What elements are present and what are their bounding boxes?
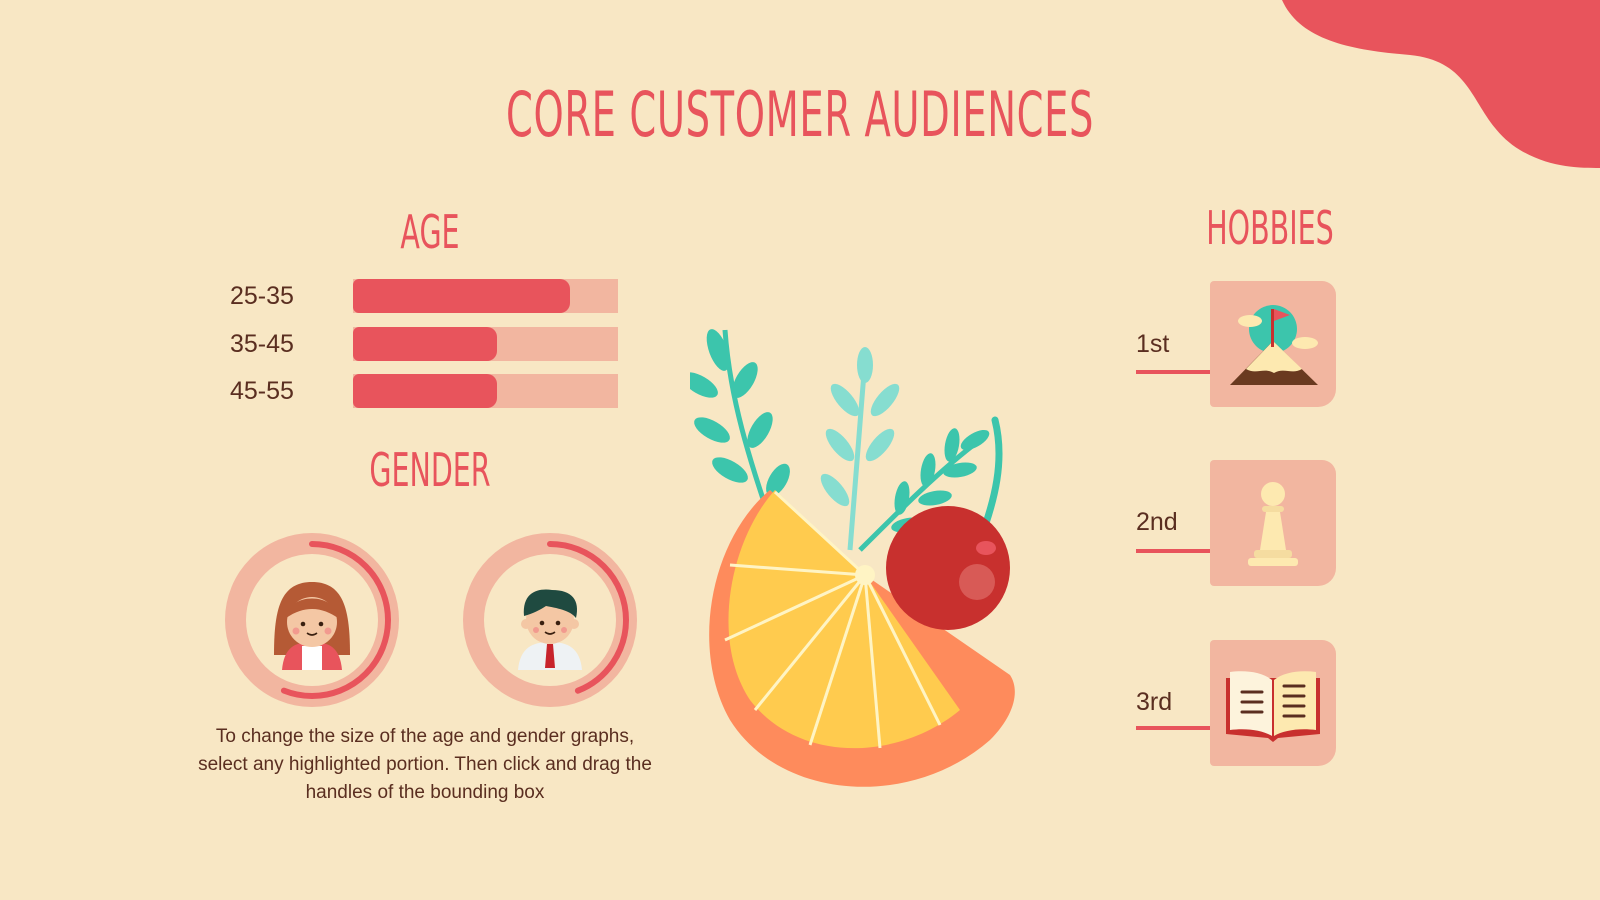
male-gauge	[463, 533, 637, 707]
age-bar-track[interactable]	[353, 279, 618, 313]
hobby-rank-label: 1st	[1136, 330, 1170, 358]
corner-blob-decoration	[1282, 0, 1600, 168]
age-bar-fill[interactable]	[353, 279, 571, 313]
open-book-icon	[1226, 671, 1320, 742]
age-bar-track[interactable]	[353, 374, 618, 408]
age-row-label: 25-35	[230, 282, 294, 310]
woman-avatar-icon	[274, 582, 350, 670]
man-avatar-icon	[518, 589, 582, 670]
hobby-card[interactable]	[1210, 460, 1336, 586]
male-gauge-arc[interactable]	[471, 541, 629, 699]
orange-cherry-illustration	[690, 329, 1015, 787]
age-heading: AGE	[400, 205, 460, 259]
cherry-icon	[886, 506, 1010, 630]
age-bar-fill[interactable]	[353, 374, 498, 408]
page-title: CORE CUSTOMER AUDIENCES	[505, 78, 1095, 151]
female-gauge-arc[interactable]	[233, 541, 391, 699]
hobby-card[interactable]	[1210, 281, 1336, 407]
hobby-rank-label: 2nd	[1136, 508, 1178, 536]
hobby-rank-label: 3rd	[1136, 688, 1173, 716]
gender-heading: GENDER	[369, 443, 491, 497]
instruction-note: To change the size of the age and gender…	[198, 726, 652, 803]
age-row-label: 45-55	[230, 377, 294, 405]
chess-pawn-icon	[1248, 482, 1298, 566]
leaf-sprig-icon	[690, 329, 790, 521]
leaf-sprig-icon	[820, 347, 900, 551]
hobby-rank-underline	[1136, 726, 1210, 730]
hobby-rank-underline	[1136, 549, 1210, 553]
hobby-card[interactable]	[1210, 640, 1336, 766]
hobbies-heading: HOBBIES	[1206, 201, 1334, 255]
mountain-flag-icon	[1230, 305, 1318, 385]
age-bar-track[interactable]	[353, 327, 618, 361]
age-row-label: 35-45	[230, 330, 294, 358]
age-bar-fill[interactable]	[353, 327, 498, 361]
hobby-rank-underline	[1136, 370, 1210, 374]
female-gauge	[225, 533, 399, 707]
